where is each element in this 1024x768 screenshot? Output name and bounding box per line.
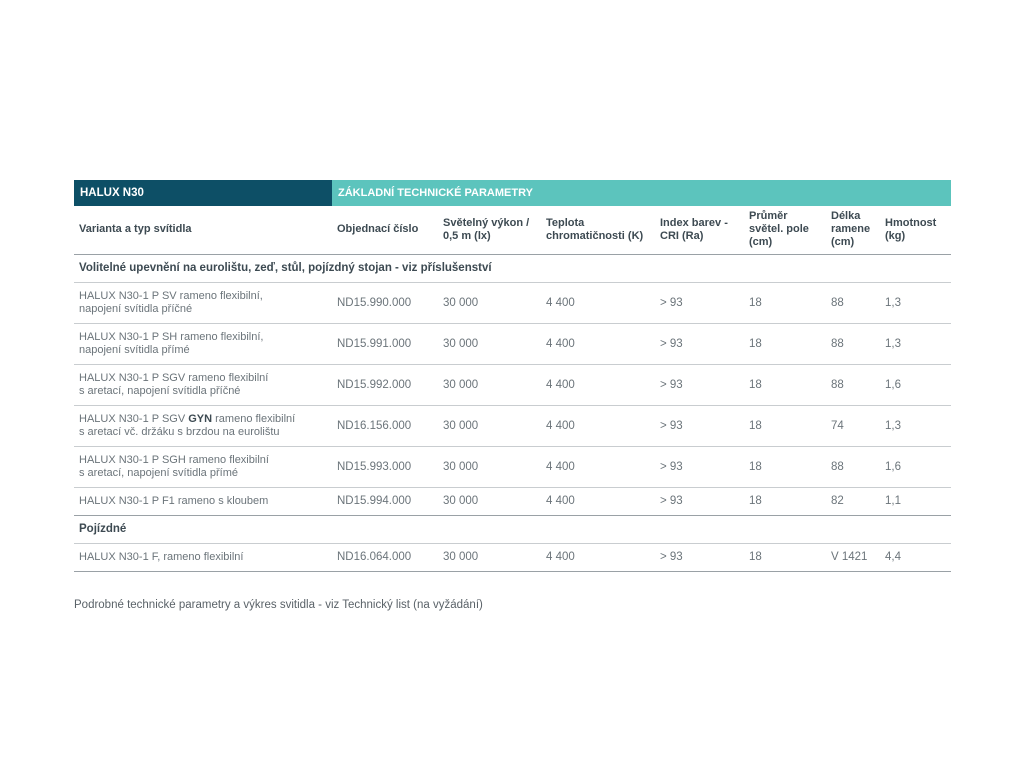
lux-cell: 30 000 — [438, 363, 541, 405]
table-row: HALUX N30-1 P F1 rameno s kloubem ND15.9… — [74, 486, 951, 515]
parameters-table-block: HALUX N30 ZÁKLADNÍ TECHNICKÉ PARAMETRY V… — [74, 180, 951, 572]
order-number-cell: ND15.993.000 — [332, 445, 438, 487]
col-temp-header: Teplota chromatičnosti (K) — [546, 216, 644, 242]
arm-cell: 88 — [826, 281, 880, 323]
variant-cell: HALUX N30-1 P SGV rameno flexibilní s are… — [74, 363, 332, 405]
table-row: HALUX N30-1 P SH rameno flexibilní, napoj… — [74, 322, 951, 364]
temp-cell: 4 400 — [541, 322, 655, 364]
diameter-cell: 18 — [744, 281, 826, 323]
order-number-cell: ND15.992.000 — [332, 363, 438, 405]
arm-cell: 88 — [826, 363, 880, 405]
footnote: Podrobné technické parametry a výkres sv… — [74, 599, 483, 611]
variant-cell: HALUX N30-1 P SGH rameno flexibilní s are… — [74, 445, 332, 487]
order-number-cell: ND16.156.000 — [332, 404, 438, 446]
arm-cell: 74 — [826, 404, 880, 446]
col-cri-header: Index barev - CRI (Ra) — [660, 216, 728, 242]
order-number-cell: ND15.994.000 — [332, 486, 438, 515]
weight-cell: 1,3 — [880, 322, 951, 364]
section-title: Pojízdné — [74, 514, 951, 543]
diameter-cell: 18 — [744, 322, 826, 364]
lux-cell: 30 000 — [438, 404, 541, 446]
section-row: Pojízdné — [74, 514, 951, 543]
diameter-cell: 18 — [744, 486, 826, 515]
lux-cell: 30 000 — [438, 542, 541, 572]
arm-cell: 88 — [826, 445, 880, 487]
lux-cell: 30 000 — [438, 322, 541, 364]
order-number-cell: ND15.991.000 — [332, 322, 438, 364]
temp-cell: 4 400 — [541, 363, 655, 405]
variant-gyn-emphasis: GYN — [188, 412, 213, 425]
parameters-table: Varianta a typ svítidla Objednací číslo … — [74, 206, 951, 572]
temp-cell: 4 400 — [541, 445, 655, 487]
weight-cell: 1,1 — [880, 486, 951, 515]
table-row: HALUX N30-1 F, rameno flexibilní ND16.06… — [74, 542, 951, 572]
lux-cell: 30 000 — [438, 486, 541, 515]
column-header-row: Varianta a typ svítidla Objednací číslo … — [74, 206, 951, 254]
cri-cell: > 93 — [655, 322, 744, 364]
arm-cell: 88 — [826, 322, 880, 364]
col-lux-header: Světelný výkon / 0,5 m (lx) — [443, 216, 530, 242]
cri-cell: > 93 — [655, 445, 744, 487]
diameter-cell: 18 — [744, 363, 826, 405]
section-title-header: ZÁKLADNÍ TECHNICKÉ PARAMETRY — [332, 180, 951, 206]
diameter-cell: 18 — [744, 445, 826, 487]
cri-cell: > 93 — [655, 542, 744, 572]
variant-cell: HALUX N30-1 P SV rameno flexibilní, napoj… — [74, 281, 332, 323]
lux-cell: 30 000 — [438, 281, 541, 323]
temp-cell: 4 400 — [541, 281, 655, 323]
variant-cell: HALUX N30-1 F, rameno flexibilní — [74, 542, 332, 572]
weight-cell: 4,4 — [880, 542, 951, 572]
table-row: HALUX N30-1 P SGV rameno flexibilní s are… — [74, 363, 951, 405]
table-header-bar: HALUX N30 ZÁKLADNÍ TECHNICKÉ PARAMETRY — [74, 180, 951, 206]
order-number-cell: ND16.064.000 — [332, 542, 438, 572]
weight-cell: 1,6 — [880, 363, 951, 405]
temp-cell: 4 400 — [541, 542, 655, 572]
cri-cell: > 93 — [655, 363, 744, 405]
temp-cell: 4 400 — [541, 486, 655, 515]
diameter-cell: 18 — [744, 542, 826, 572]
arm-cell: 82 — [826, 486, 880, 515]
cri-cell: > 93 — [655, 404, 744, 446]
table-row: HALUX N30-1 P SGV GYN rameno flexibilní s… — [74, 404, 951, 446]
weight-cell: 1,3 — [880, 404, 951, 446]
diameter-cell: 18 — [744, 404, 826, 446]
section-title: Volitelné upevnění na eurolištu, zeď, st… — [74, 253, 951, 282]
lux-cell: 30 000 — [438, 445, 541, 487]
col-order-header: Objednací číslo — [337, 223, 419, 236]
col-weight-header: Hmotnost (kg) — [885, 216, 937, 242]
order-number-cell: ND15.990.000 — [332, 281, 438, 323]
section-row: Volitelné upevnění na eurolištu, zeď, st… — [74, 253, 951, 282]
variant-cell: HALUX N30-1 P SGV GYN rameno flexibilní s… — [74, 404, 332, 446]
col-variant-header: Varianta a typ svítidla — [79, 223, 192, 236]
col-diameter-header: Průměr světel. pole (cm) — [749, 210, 809, 249]
weight-cell: 1,3 — [880, 281, 951, 323]
table-row: HALUX N30-1 P SV rameno flexibilní, napoj… — [74, 281, 951, 323]
variant-cell: HALUX N30-1 P SH rameno flexibilní, napoj… — [74, 322, 332, 364]
arm-cell: V 1421 — [826, 542, 880, 572]
temp-cell: 4 400 — [541, 404, 655, 446]
product-name-header: HALUX N30 — [74, 180, 332, 206]
variant-cell: HALUX N30-1 P F1 rameno s kloubem — [74, 486, 332, 515]
col-arm-header: Délka ramene (cm) — [831, 210, 871, 249]
cri-cell: > 93 — [655, 281, 744, 323]
table-row: HALUX N30-1 P SGH rameno flexibilní s are… — [74, 445, 951, 487]
weight-cell: 1,6 — [880, 445, 951, 487]
cri-cell: > 93 — [655, 486, 744, 515]
